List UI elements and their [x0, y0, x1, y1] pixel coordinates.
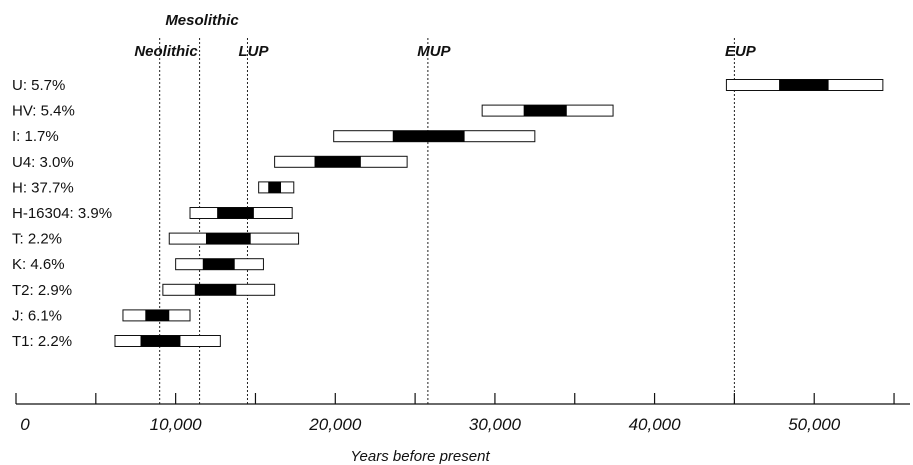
row-label: T2: 2.9% — [12, 282, 72, 299]
period-labels: Mesolithic Neolithic LUP MUP EUP — [134, 12, 756, 60]
row-label: U: 5.7% — [12, 77, 65, 94]
core-bar — [202, 258, 235, 270]
row-label: T1: 2.2% — [12, 333, 72, 350]
bars — [114, 79, 884, 347]
period-label-eup: EUP — [725, 43, 757, 60]
core-bar — [314, 156, 361, 168]
x-tick-label: 10,000 — [150, 415, 203, 434]
row-label: H: 37.7% — [12, 179, 74, 196]
period-lines — [159, 38, 735, 404]
row-label: K: 4.6% — [12, 256, 65, 273]
period-label-lup: LUP — [238, 43, 269, 60]
core-bar — [140, 335, 181, 347]
core-bar — [779, 79, 829, 91]
x-tick-label: 50,000 — [788, 415, 841, 434]
core-bar — [145, 309, 170, 321]
x-tick-label: 40,000 — [629, 415, 682, 434]
core-bar — [194, 284, 237, 296]
x-axis-label: Years before present — [350, 448, 490, 465]
core-bar — [523, 105, 567, 117]
row-label: T: 2.2% — [12, 231, 62, 248]
row-label: I: 1.7% — [12, 128, 59, 145]
x-tick-label: 0 — [20, 415, 30, 434]
core-bar — [217, 207, 254, 219]
row-label: U4: 3.0% — [12, 154, 74, 171]
row-label: HV: 5.4% — [12, 103, 75, 120]
period-label-mesolithic: Mesolithic — [165, 12, 239, 29]
x-tick-label: 30,000 — [469, 415, 522, 434]
core-bar — [205, 233, 251, 245]
period-label-mup: MUP — [417, 43, 451, 60]
row-label: J: 6.1% — [12, 307, 62, 324]
row-labels: U: 5.7% HV: 5.4% I: 1.7% U4: 3.0% H: 37.7% H-… — [12, 77, 112, 350]
core-bar — [392, 130, 465, 142]
core-bar — [268, 181, 282, 193]
period-label-neolithic: Neolithic — [134, 43, 198, 60]
row-label: H-16304: 3.9% — [12, 205, 112, 222]
x-axis: 0 10,000 20,000 30,000 40,000 50,000 — [15, 393, 910, 434]
x-tick-label: 20,000 — [308, 415, 362, 434]
